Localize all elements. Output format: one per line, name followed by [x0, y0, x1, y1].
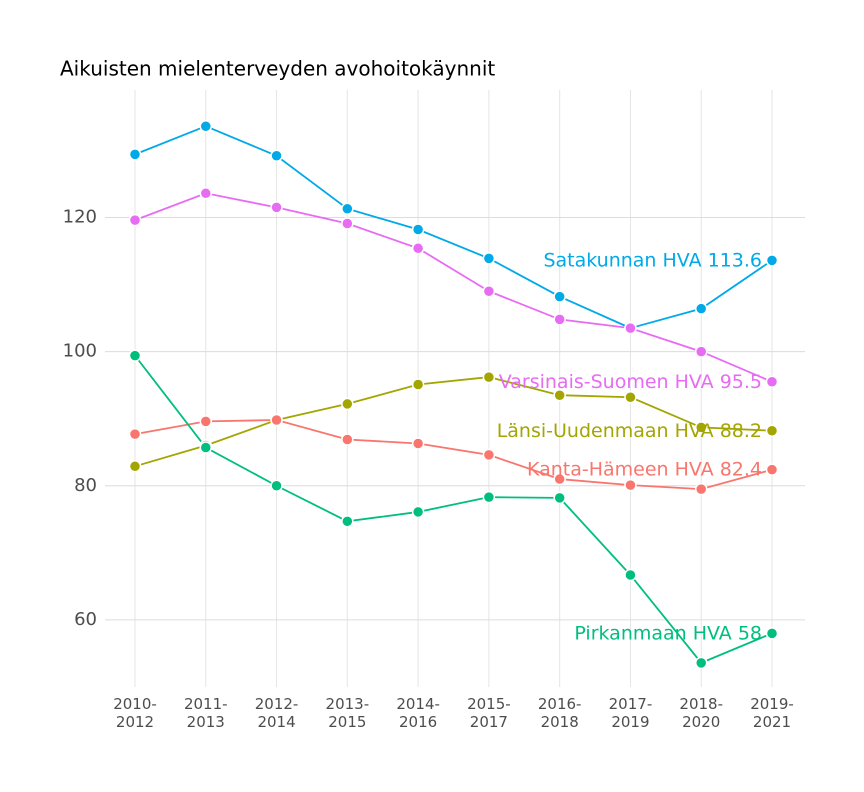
label-value: 95.5 [720, 370, 762, 392]
end-label: Pirkanmaan HVA 58 [574, 622, 762, 644]
point [765, 375, 779, 389]
point [411, 242, 425, 255]
point [553, 313, 566, 326]
point [624, 321, 637, 335]
point [411, 223, 425, 236]
point [482, 370, 496, 384]
chart-title: Aikuisten mielenterveyden avohoitokäynni… [60, 57, 495, 81]
point [482, 490, 496, 504]
point [270, 479, 283, 493]
x-tick-label: 2012-2014 [254, 695, 299, 731]
x-tick-label: 2018-2020 [679, 695, 724, 731]
point [341, 217, 354, 230]
point [128, 427, 142, 441]
y-tick-label: 80 [74, 475, 97, 496]
y-tick-label: 60 [74, 609, 97, 630]
x-tick-label: 2014-2016 [396, 695, 440, 731]
point [411, 437, 425, 450]
point [624, 390, 637, 404]
x-tick-label: 2010-2012 [113, 695, 157, 731]
series-line [134, 192, 773, 383]
x-tick-label: 2011-2013 [183, 695, 228, 731]
label-name: Satakunnan HVA [543, 249, 701, 271]
series-line [134, 376, 773, 468]
x-tick-label: 2016-2018 [537, 695, 582, 731]
point [694, 656, 708, 670]
point [482, 448, 496, 462]
point [694, 345, 708, 358]
label-value: 82.4 [720, 458, 762, 480]
series-line [134, 125, 773, 330]
x-tick-label: 2015-2017 [467, 695, 511, 731]
label-name: Kanta-Hämeen HVA [527, 458, 714, 480]
point [341, 433, 354, 446]
point [553, 290, 566, 303]
point [765, 463, 779, 476]
point [765, 627, 779, 640]
point [199, 119, 213, 133]
label-value: 113.6 [708, 249, 762, 271]
label-name: Pirkanmaan HVA [574, 622, 731, 644]
point [694, 302, 708, 315]
point [199, 441, 213, 454]
label-name: Länsi-Uudenmaan HVA [497, 419, 714, 441]
point [411, 378, 425, 391]
point [624, 568, 637, 582]
point [341, 515, 354, 528]
point [411, 505, 425, 519]
point [128, 460, 142, 473]
series-line [134, 355, 773, 664]
point [694, 482, 708, 496]
end-label: Kanta-Hämeen HVA 82.4 [527, 458, 762, 480]
point [482, 284, 496, 298]
x-tick-label: 2019-2021 [750, 695, 794, 731]
point [765, 424, 779, 438]
label-value: 88.2 [720, 419, 762, 441]
label-name: Varsinais-Suomen HVA [499, 370, 714, 392]
point [270, 201, 283, 214]
end-label: Satakunnan HVA 113.6 [543, 249, 762, 271]
series-line [134, 419, 773, 491]
point [128, 349, 142, 362]
point [482, 252, 496, 265]
point [553, 388, 566, 402]
point [624, 478, 637, 492]
point [199, 187, 213, 200]
point [553, 472, 566, 486]
y-tick-label: 100 [63, 341, 97, 362]
end-label: Varsinais-Suomen HVA 95.5 [499, 370, 762, 392]
x-tick-label: 2013-2015 [325, 695, 370, 731]
point [199, 415, 213, 428]
y-tick-label: 120 [63, 206, 97, 227]
point [765, 254, 779, 267]
point [553, 491, 566, 505]
end-label: Länsi-Uudenmaan HVA 88.2 [497, 419, 762, 441]
point [341, 202, 354, 215]
point [128, 213, 142, 227]
point [270, 413, 283, 427]
point [128, 148, 142, 161]
point [694, 421, 708, 434]
point [341, 397, 354, 411]
label-value: 58 [738, 622, 762, 644]
x-tick-label: 2017-2019 [608, 695, 653, 731]
point [270, 149, 283, 162]
